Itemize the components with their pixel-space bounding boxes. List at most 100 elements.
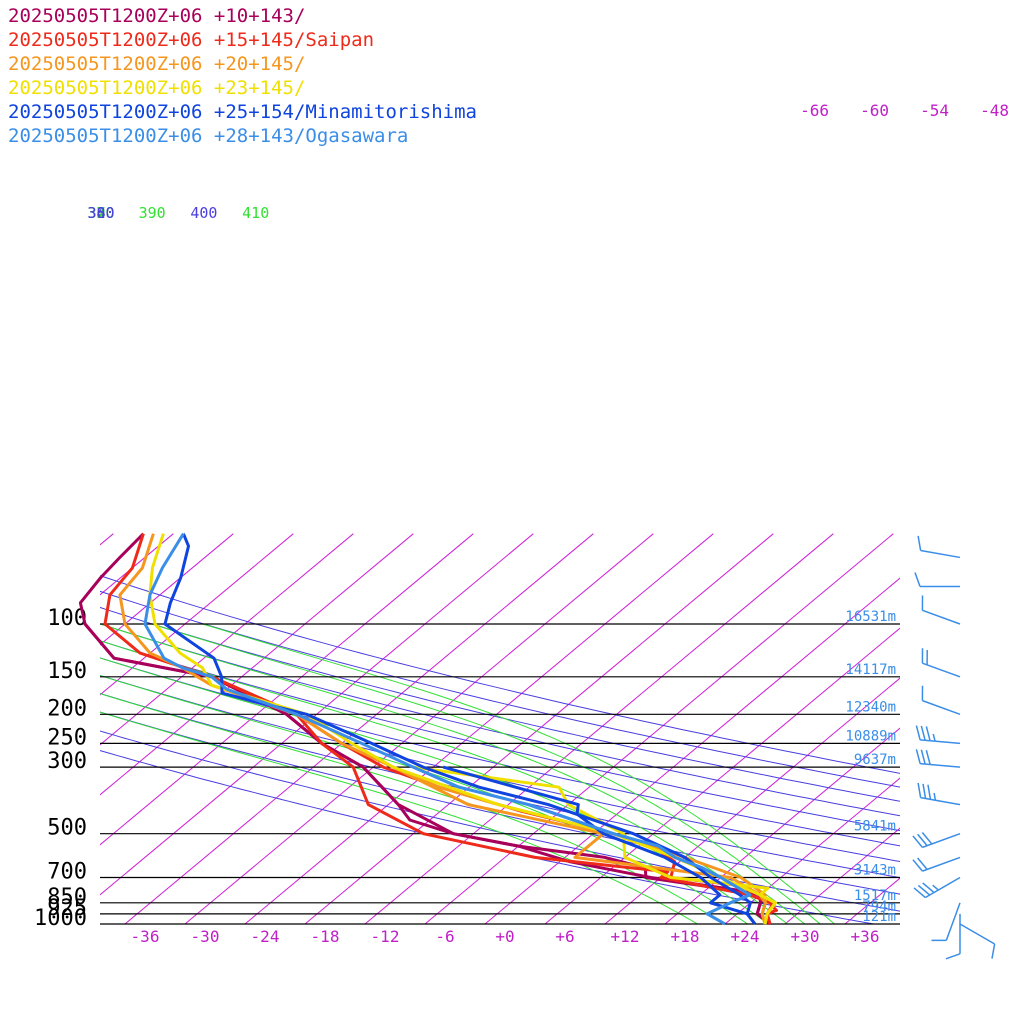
temperature-tick-label: +24 [731, 927, 760, 946]
temperature-line [143, 532, 752, 926]
theta-label: 320 [87, 204, 114, 222]
moist-adiabat [202, 623, 835, 924]
temperature-tick-label: +30 [791, 927, 820, 946]
temperature-tick-label: +18 [671, 927, 700, 946]
dry-adiabat [100, 692, 900, 879]
wind-barb-flag [917, 884, 931, 896]
wind-barb-shaft [920, 796, 961, 806]
height-label: 121m [862, 909, 896, 925]
dewpoint-line [442, 765, 757, 925]
isotherm-line [100, 533, 534, 896]
wind-barb [915, 725, 961, 745]
legend-entry: 20250505T1200Z+06 +25+154/Minamitorishim… [8, 101, 477, 123]
temperature-tick-label: -6 [435, 927, 454, 946]
isotherm-line [784, 827, 900, 924]
pressure-tick-label: 250 [47, 725, 87, 750]
isotherm-line [100, 533, 354, 746]
temperature-line [148, 533, 777, 925]
wind-barb-flag [917, 857, 928, 870]
temperature-tick-label: -12 [371, 927, 400, 946]
height-label: 5841m [854, 819, 896, 835]
dry-adiabat [100, 674, 900, 863]
theta-label: 390 [139, 204, 166, 222]
wind-barb-flag [917, 535, 922, 551]
theta-label: 330 [87, 204, 114, 222]
wind-barb [914, 572, 960, 588]
wind-barb-flag [921, 832, 933, 845]
wind-barb-shaft [945, 902, 961, 941]
wind-barb-flag [917, 782, 922, 798]
isotherm-line [724, 777, 900, 924]
pressure-tick-label: 925 [47, 896, 87, 921]
isotherm-label: -66 [800, 101, 829, 120]
wind-barb-shaft [959, 923, 996, 945]
isotherm-label: -48 [980, 101, 1009, 120]
pressure-tick-label: 700 [47, 860, 87, 885]
wind-barb-shaft [922, 699, 961, 716]
wind-barb-flag [920, 749, 926, 765]
temperature-tick-label: +6 [555, 927, 574, 946]
dry-adiabat [100, 606, 900, 802]
dry-adiabat [100, 590, 900, 788]
temperature-tick-label: -18 [311, 927, 340, 946]
isotherm-line [100, 533, 294, 696]
wind-barb-flag [922, 882, 935, 894]
theta-label: 360 [87, 204, 114, 222]
dry-adiabat [100, 730, 900, 912]
sounding-series [78, 532, 778, 926]
wind-barb [921, 685, 961, 716]
height-label: 9637m [854, 752, 896, 768]
isotherm-label: -54 [920, 101, 949, 120]
legend: 20250505T1200Z+06 +10+143/20250505T1200Z… [8, 4, 477, 148]
height-label: 16531m [845, 609, 896, 625]
wind-barb-half-flag [933, 792, 937, 801]
wind-barb-shaft [920, 762, 961, 768]
wind-barb-flag [920, 725, 926, 741]
wind-barb-flag [913, 887, 926, 899]
dry-adiabat [100, 750, 874, 924]
moist-adiabat [100, 711, 698, 924]
isotherm-line [124, 533, 594, 924]
wind-barb-shaft [922, 662, 961, 678]
dry-adiabat [100, 575, 900, 774]
wind-barb-flag [912, 859, 923, 872]
temperature-line [78, 532, 771, 926]
legend-entry: 20250505T1200Z+06 +23+145/ [8, 77, 306, 99]
temperature-tick-label: +36 [851, 927, 880, 946]
theta-label: 0 [96, 204, 105, 222]
isotherm-line [604, 677, 900, 924]
isotherm-line [100, 533, 414, 796]
isotherm-line [364, 533, 834, 924]
wind-barb [921, 595, 961, 625]
isotherm-line [100, 533, 234, 646]
legend-entry: 20250505T1200Z+06 +15+145/Saipan [8, 29, 375, 51]
wind-barb [915, 749, 961, 768]
pressure-tick-label: 100 [47, 606, 87, 631]
wind-barb-shaft [922, 856, 961, 872]
temperature-tick-label: -36 [131, 927, 160, 946]
temperature-tick-label: -24 [251, 927, 280, 946]
height-label: 3143m [854, 863, 896, 879]
theta-label: 370 [87, 204, 114, 222]
wind-barb [945, 913, 961, 960]
wind-barb [912, 856, 961, 872]
wind-barb-flag [915, 749, 921, 764]
wind-barb-half-flag [932, 733, 936, 742]
wind-barb-half-flag [932, 884, 939, 891]
theta-label: 400 [190, 204, 217, 222]
wind-barb [921, 648, 961, 678]
temperature-tick-label: +12 [611, 927, 640, 946]
temperature-tick-label: +0 [495, 927, 514, 946]
wind-barb-shaft [920, 739, 961, 745]
isotherm-line [244, 533, 714, 924]
temperature-line [163, 533, 757, 925]
wind-barb-flag [925, 749, 931, 765]
wind-barb-flag [927, 784, 932, 800]
wind-barb [959, 923, 996, 959]
pressure-tick-label: 500 [47, 816, 87, 841]
temperature-line [118, 533, 767, 925]
isotherm-line [544, 627, 900, 924]
isotherm-line [664, 727, 900, 924]
legend-entry: 20250505T1200Z+06 +10+143/ [8, 5, 306, 27]
wind-barb-shaft [922, 832, 961, 849]
